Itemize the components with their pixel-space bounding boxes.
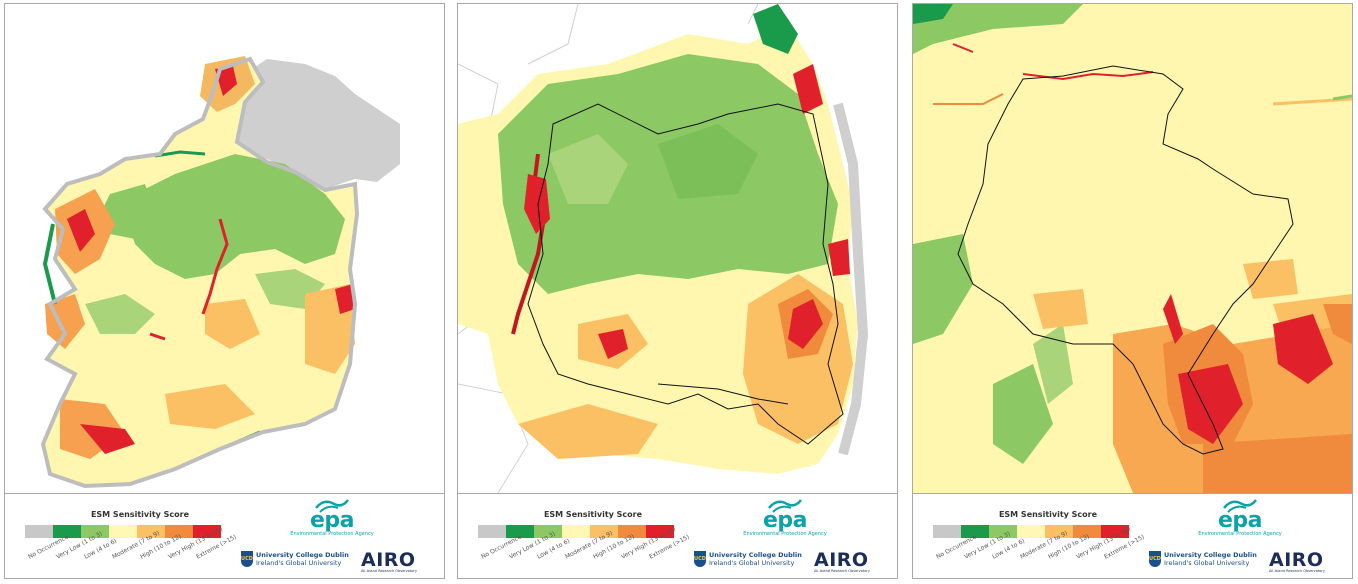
ucd-tagline: Ireland's Global University	[1164, 559, 1250, 567]
ucd-logo: UCD University College Dublin Ireland's …	[1149, 551, 1257, 567]
legend-swatch	[590, 525, 618, 538]
airo-subtitle: All-Island Research Observatory	[1269, 569, 1325, 573]
ucd-logo: UCD University College Dublin Ireland's …	[241, 551, 349, 567]
legend: ESM Sensitivity Score No Occurrence Very…	[913, 494, 1352, 578]
legend-swatch	[1045, 525, 1073, 538]
legend-swatch	[989, 525, 1017, 538]
legend-swatch	[81, 525, 109, 538]
legend-swatch	[193, 525, 221, 538]
legend-swatch	[933, 525, 961, 538]
map-panel-regional: ESM Sensitivity Score No Occurrence Very…	[457, 3, 898, 579]
map-national[interactable]	[5, 4, 444, 494]
legend: ESM Sensitivity Score No Occurrence Very…	[458, 494, 897, 578]
epa-wordmark: epa	[309, 508, 355, 533]
airo-subtitle: All-Island Research Observatory	[814, 569, 870, 573]
epa-subtitle: Environmental Protection Agency	[290, 531, 374, 537]
airo-wordmark: AIRO	[1269, 549, 1324, 571]
epa-logo: epa Environmental Protection Agency	[267, 496, 397, 542]
airo-logo: AIRO All-Island Research Observatory	[814, 549, 870, 573]
legend-swatches	[933, 525, 1129, 538]
legend-swatch	[109, 525, 137, 538]
legend-swatches	[478, 525, 674, 538]
legend-title: ESM Sensitivity Score	[90, 510, 190, 519]
legend-title: ESM Sensitivity Score	[998, 510, 1098, 519]
ucd-name: University College Dublin	[709, 551, 802, 559]
epa-wordmark: epa	[1217, 508, 1263, 533]
epa-subtitle: Environmental Protection Agency	[1198, 531, 1282, 537]
epa-wordmark: epa	[762, 508, 808, 533]
legend-swatch	[506, 525, 534, 538]
ucd-name: University College Dublin	[1164, 551, 1257, 559]
legend-swatch	[478, 525, 506, 538]
epa-logo: epa Environmental Protection Agency	[720, 496, 850, 542]
airo-wordmark: AIRO	[361, 549, 416, 571]
ucd-crest-icon: UCD	[241, 551, 253, 567]
map-local[interactable]	[913, 4, 1352, 494]
legend-swatch	[1101, 525, 1129, 538]
ucd-tagline: Ireland's Global University	[256, 559, 342, 567]
ucd-tagline: Ireland's Global University	[709, 559, 795, 567]
legend-swatches	[25, 525, 221, 538]
airo-logo: AIRO All-Island Research Observatory	[361, 549, 417, 573]
map-regional[interactable]	[458, 4, 897, 494]
legend-labels: No Occurrence Very Low (1 to 3) Low (4 t…	[933, 526, 1146, 576]
ucd-crest-icon: UCD	[1149, 551, 1161, 567]
legend-swatch	[961, 525, 989, 538]
legend-swatch	[562, 525, 590, 538]
legend-swatch	[1017, 525, 1045, 538]
epa-subtitle: Environmental Protection Agency	[743, 531, 827, 537]
legend: ESM Sensitivity Score No Occurrence Very…	[5, 494, 444, 578]
legend-swatch	[534, 525, 562, 538]
legend-swatch	[646, 525, 674, 538]
airo-subtitle: All-Island Research Observatory	[361, 569, 417, 573]
airo-wordmark: AIRO	[814, 549, 869, 571]
legend-swatch	[1073, 525, 1101, 538]
airo-logo: AIRO All-Island Research Observatory	[1269, 549, 1325, 573]
legend-labels: No Occurrence Very Low (1 to 3) Low (4 t…	[25, 526, 238, 576]
legend-swatch	[25, 525, 53, 538]
ucd-logo: UCD University College Dublin Ireland's …	[694, 551, 802, 567]
epa-logo: epa Environmental Protection Agency	[1175, 496, 1305, 542]
map-panel-local: ESM Sensitivity Score No Occurrence Very…	[912, 3, 1353, 579]
legend-labels: No Occurrence Very Low (1 to 3) Low (4 t…	[478, 526, 691, 576]
legend-swatch	[137, 525, 165, 538]
map-panel-national: ESM Sensitivity Score No Occurrence Very…	[4, 3, 445, 579]
legend-swatch	[53, 525, 81, 538]
legend-title: ESM Sensitivity Score	[543, 510, 643, 519]
ucd-name: University College Dublin	[256, 551, 349, 559]
legend-swatch	[165, 525, 193, 538]
legend-swatch	[618, 525, 646, 538]
ucd-crest-icon: UCD	[694, 551, 706, 567]
